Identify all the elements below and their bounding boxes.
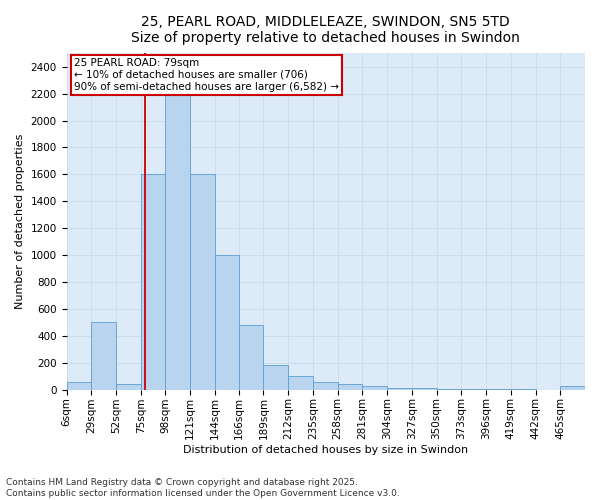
Bar	[263, 366, 288, 390]
Text: Contains HM Land Registry data © Crown copyright and database right 2025.
Contai: Contains HM Land Registry data © Crown c…	[6, 478, 400, 498]
X-axis label: Distribution of detached houses by size in Swindon: Distribution of detached houses by size …	[183, 445, 469, 455]
Bar	[412, 388, 437, 390]
Title: 25, PEARL ROAD, MIDDLELEAZE, SWINDON, SN5 5TD
Size of property relative to detac: 25, PEARL ROAD, MIDDLELEAZE, SWINDON, SN…	[131, 15, 520, 45]
Bar	[461, 389, 486, 390]
Bar	[215, 255, 239, 390]
Bar	[239, 325, 263, 390]
Bar	[338, 384, 362, 390]
Bar	[190, 174, 215, 390]
Bar	[288, 376, 313, 390]
Bar	[313, 382, 338, 390]
Bar	[67, 382, 91, 390]
Bar	[116, 384, 141, 390]
Bar	[437, 389, 461, 390]
Bar	[141, 174, 166, 390]
Bar	[362, 386, 387, 390]
Bar	[91, 322, 116, 390]
Bar	[560, 386, 585, 390]
Bar	[166, 74, 190, 390]
Y-axis label: Number of detached properties: Number of detached properties	[15, 134, 25, 309]
Text: 25 PEARL ROAD: 79sqm
← 10% of detached houses are smaller (706)
90% of semi-deta: 25 PEARL ROAD: 79sqm ← 10% of detached h…	[74, 58, 340, 92]
Bar	[387, 388, 412, 390]
